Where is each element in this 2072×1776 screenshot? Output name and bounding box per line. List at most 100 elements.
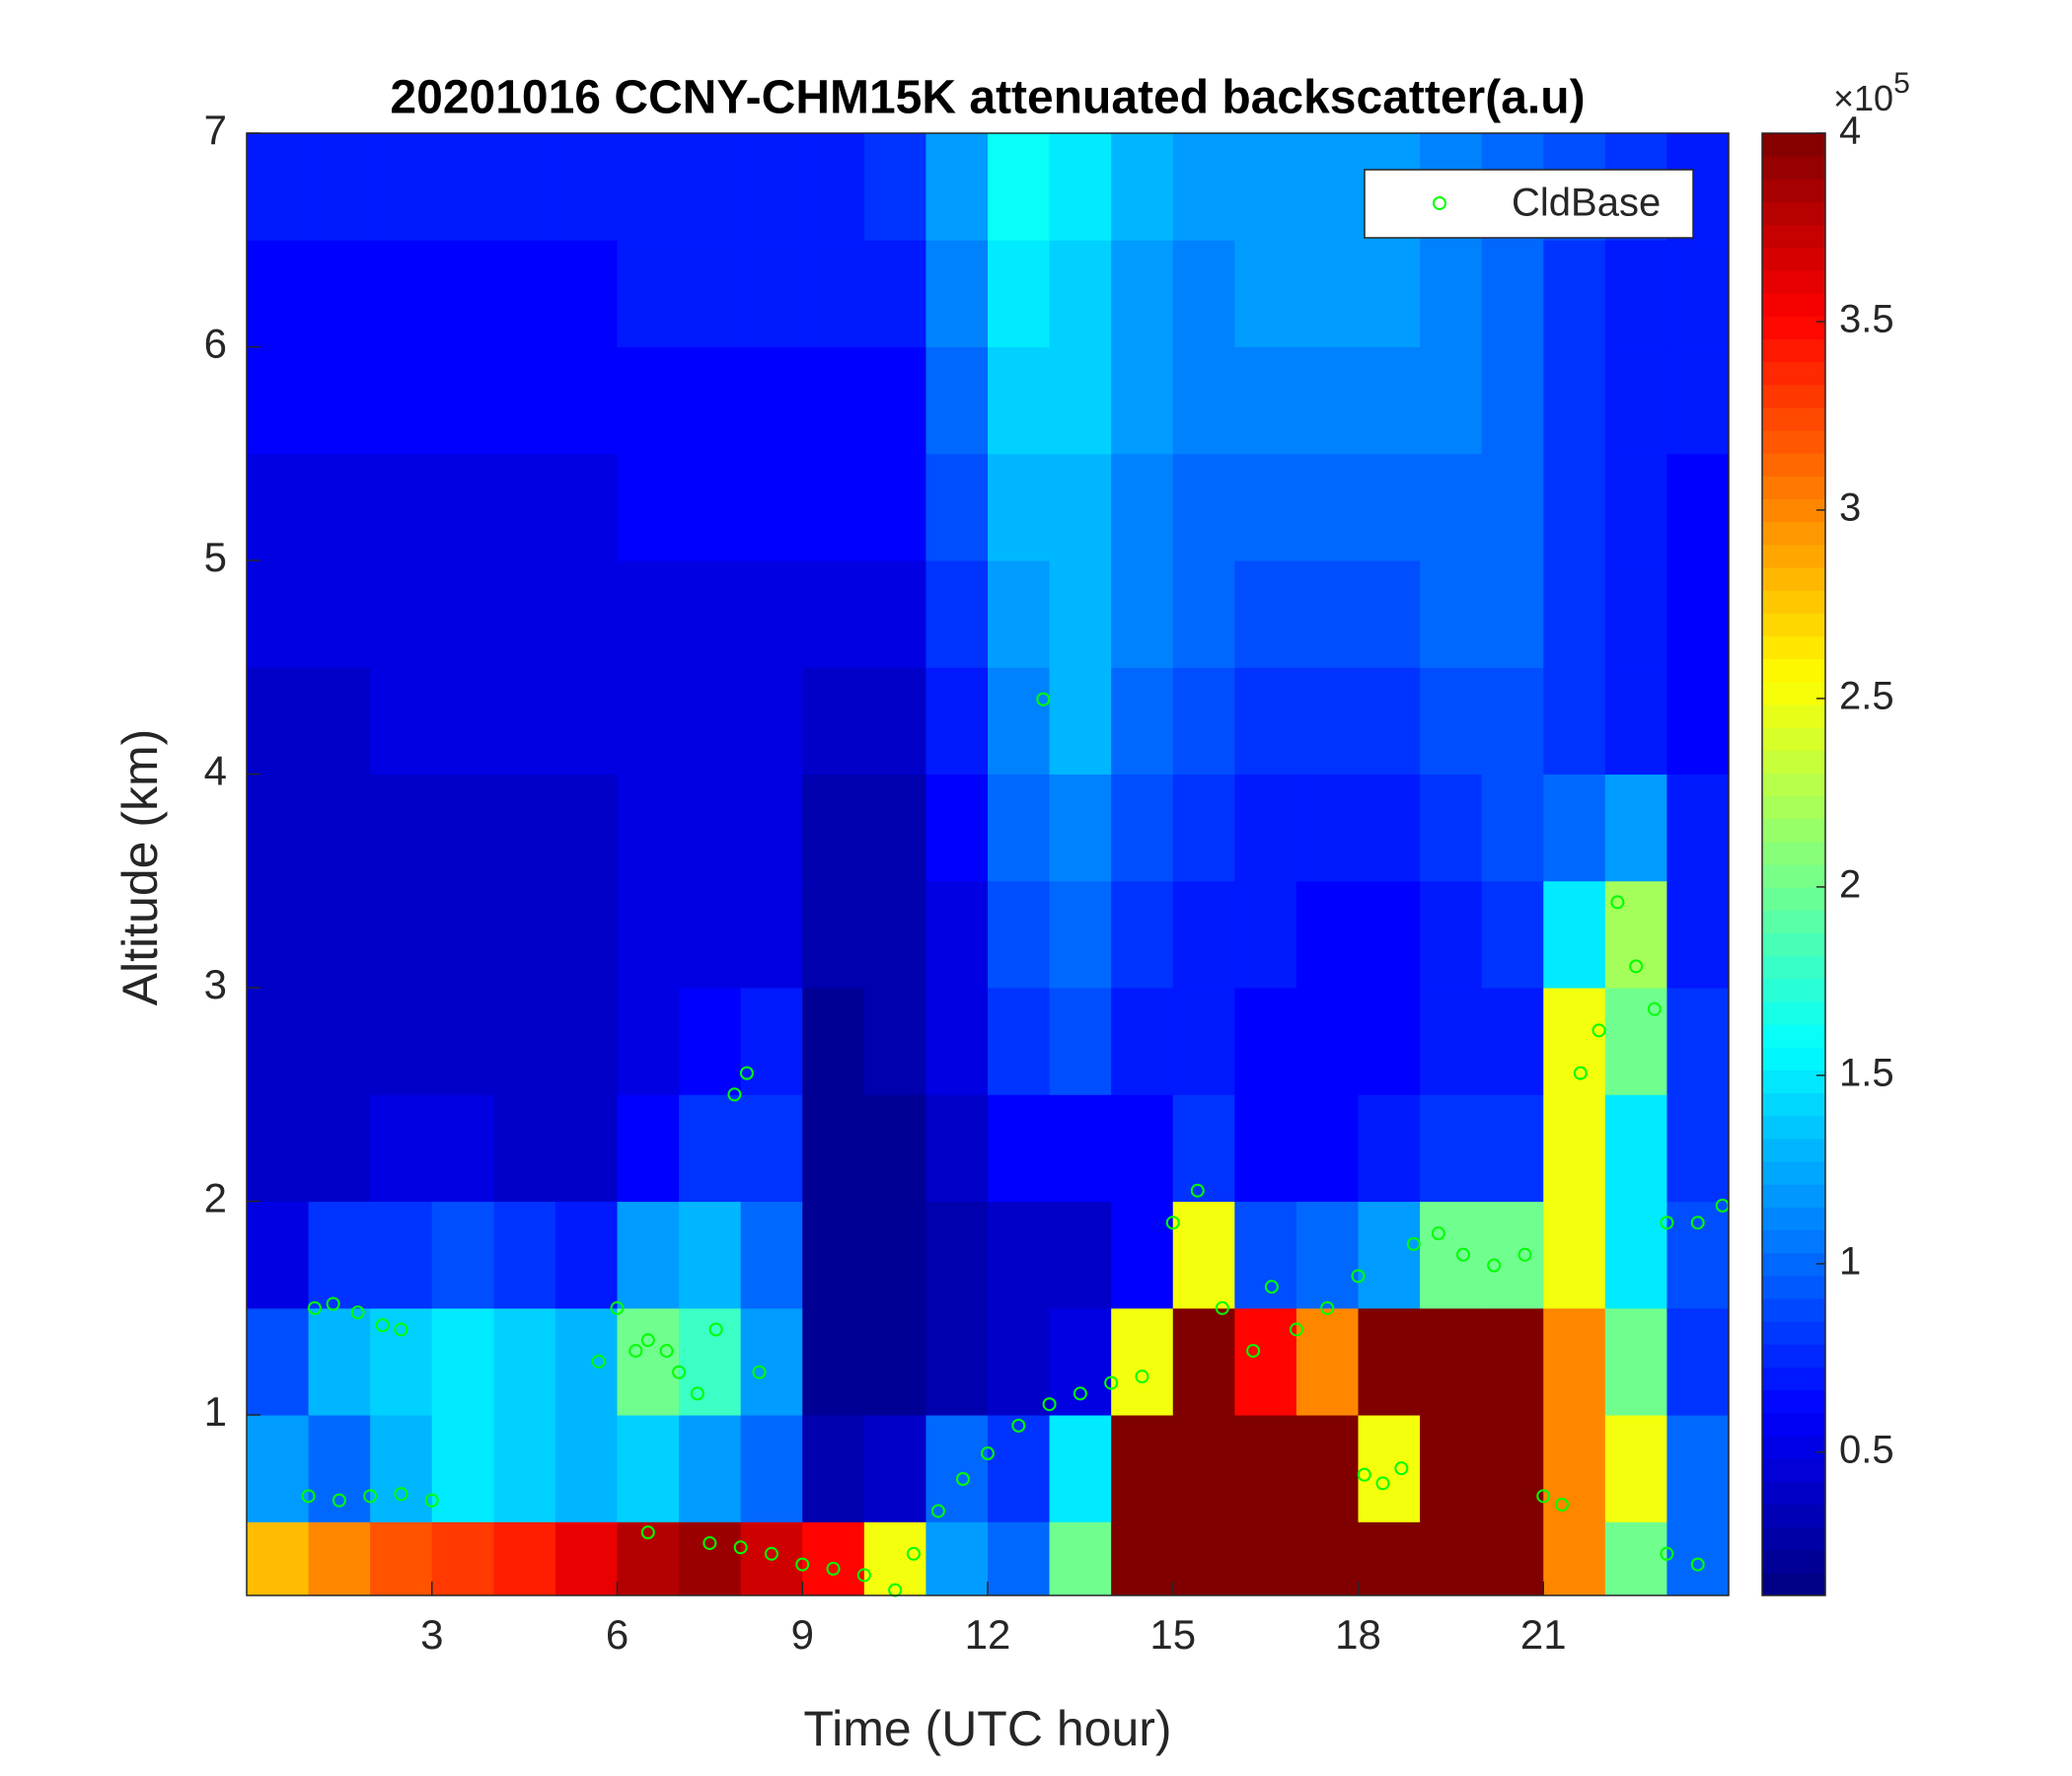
heatmap-cell	[1295, 346, 1359, 455]
heatmap-cell	[617, 240, 680, 348]
x-axis-label: Time (UTC hour)	[803, 1701, 1171, 1756]
heatmap-cell	[1295, 1521, 1359, 1596]
cloud-base-point	[1351, 1269, 1366, 1284]
colorbar-multiplier: ×105	[1833, 67, 1910, 118]
colorbar-swatch	[1762, 1252, 1825, 1277]
heatmap-cell	[1172, 453, 1235, 561]
colorbar-swatch	[1762, 818, 1825, 843]
heatmap-cell	[555, 880, 618, 989]
heatmap-cell	[925, 1201, 989, 1309]
cloud-base-point	[1536, 1489, 1551, 1504]
cloud-base-point	[610, 1300, 625, 1315]
heatmap-cell	[1420, 1094, 1483, 1203]
heatmap-cell	[1111, 1521, 1174, 1596]
heatmap-cell	[802, 240, 865, 348]
heatmap-cell	[617, 880, 680, 989]
heatmap-cell	[247, 133, 310, 241]
heatmap-cell	[1420, 240, 1483, 348]
heatmap-cell	[1543, 1415, 1606, 1522]
heatmap-cell	[1604, 240, 1667, 348]
heatmap-cell	[493, 133, 556, 241]
heatmap-cell	[802, 1201, 865, 1309]
heatmap-cell	[247, 1521, 310, 1596]
colorbar-swatch	[1762, 658, 1825, 683]
heatmap-cell	[863, 133, 926, 241]
heatmap-cell	[1666, 560, 1730, 668]
heatmap-cell	[679, 1521, 742, 1596]
heatmap-cell	[493, 880, 556, 989]
heatmap-cell	[1172, 560, 1235, 668]
colorbar-swatch	[1762, 1275, 1825, 1299]
colorbar-swatch	[1762, 133, 1825, 157]
heatmap-cell	[1358, 988, 1421, 1095]
colorbar-swatch	[1762, 910, 1825, 933]
heatmap-cell	[740, 1094, 803, 1203]
heatmap-cell	[1234, 667, 1297, 776]
heatmap-cell	[1481, 988, 1544, 1095]
heatmap-cell	[740, 880, 803, 989]
heatmap-cell	[1481, 667, 1544, 776]
heatmap-cell	[493, 1415, 556, 1522]
heatmap-cell	[1604, 453, 1667, 561]
heatmap-cell	[617, 1307, 680, 1416]
heatmap-cell	[1172, 880, 1235, 989]
heatmap	[247, 133, 1730, 1596]
cloud-base-point	[640, 1525, 655, 1540]
heatmap-cell	[988, 346, 1051, 455]
heatmap-cell	[863, 1094, 926, 1203]
heatmap-cell	[1111, 988, 1174, 1095]
colorbar-swatch	[1762, 156, 1825, 180]
heatmap-cell	[925, 1415, 989, 1522]
heatmap-cell	[1604, 988, 1667, 1095]
colorbar-swatch	[1762, 498, 1825, 523]
heatmap-cell	[679, 1094, 742, 1203]
heatmap-cell	[1543, 1521, 1606, 1596]
heatmap-cell	[1111, 774, 1174, 882]
heatmap-cell	[308, 774, 371, 882]
colorbar-swatch	[1762, 1115, 1825, 1140]
colorbar-swatch	[1762, 681, 1825, 705]
y-tick-label: 4	[204, 748, 227, 794]
heatmap-cell	[802, 346, 865, 455]
heatmap-cell	[740, 1307, 803, 1416]
y-axis-label: Altitude (km)	[112, 729, 168, 1006]
heatmap-cell	[925, 1094, 989, 1203]
cloud-base-point	[1660, 1546, 1674, 1561]
cloud-base-point	[1406, 1236, 1421, 1251]
heatmap-cell	[1666, 1201, 1730, 1309]
heatmap-cell	[1234, 240, 1297, 348]
heatmap-cell	[617, 346, 680, 455]
y-tick-label: 6	[204, 321, 227, 367]
multiplier-exponent: 5	[1893, 67, 1910, 100]
colorbar-swatch	[1762, 864, 1825, 888]
heatmap-cell	[617, 988, 680, 1095]
heatmap-cell	[1049, 1094, 1112, 1203]
heatmap-cell	[308, 880, 371, 989]
heatmap-cell	[431, 988, 494, 1095]
heatmap-cell	[863, 1415, 926, 1522]
heatmap-cell	[308, 240, 371, 348]
heatmap-cell	[925, 346, 989, 455]
heatmap-cell	[370, 1094, 433, 1203]
heatmap-cell	[493, 774, 556, 882]
colorbar-swatch	[1762, 590, 1825, 614]
heatmap-cell	[493, 1094, 556, 1203]
heatmap-cell	[925, 774, 989, 882]
cloud-base-point	[1647, 1001, 1662, 1016]
heatmap-cell	[493, 1521, 556, 1596]
heatmap-cell	[679, 346, 742, 455]
colorbar-swatch	[1762, 1549, 1825, 1574]
heatmap-cell	[1543, 560, 1606, 668]
heatmap-cell	[1234, 774, 1297, 882]
heatmap-cell	[740, 667, 803, 776]
cloud-base-point	[332, 1493, 346, 1508]
colorbar-tick-label: 3.5	[1839, 298, 1894, 341]
heatmap-cell	[1420, 667, 1483, 776]
heatmap-cell	[988, 1094, 1051, 1203]
heatmap-cell	[1111, 560, 1174, 668]
legend-label: CldBase	[1512, 182, 1661, 225]
heatmap-cell	[1358, 1307, 1421, 1416]
colorbar-swatch	[1762, 1297, 1825, 1322]
heatmap-cell	[802, 133, 865, 241]
